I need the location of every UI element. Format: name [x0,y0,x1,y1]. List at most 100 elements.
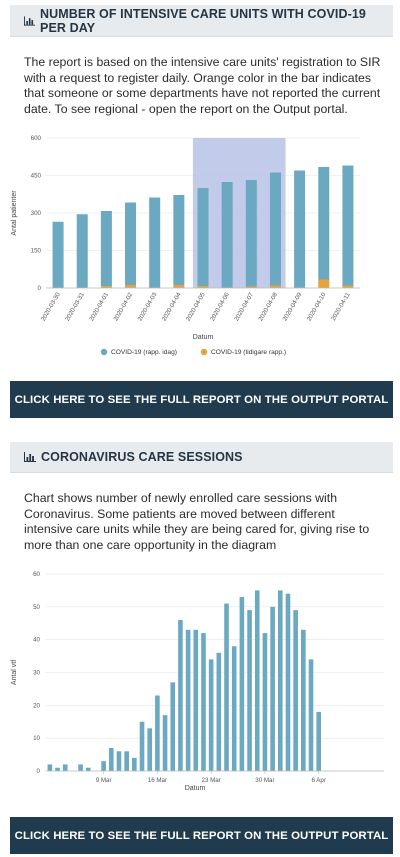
bar-care-sessions [293,610,298,771]
bar-care-sessions [170,682,176,771]
legend-label: COVID-19 (tidigare rapp.) [211,349,286,356]
bar-reported-earlier [100,286,112,288]
bar-reported-earlier [197,286,209,288]
legend-swatch [200,348,208,356]
bar-care-sessions [262,633,268,771]
bar-care-sessions [162,715,168,771]
description-care-sessions: Chart shows number of newly enrolled car… [24,491,370,552]
bar-chart-icon [24,15,36,26]
bar-care-sessions [62,764,68,771]
bar-reported-today [52,221,64,288]
bar-care-sessions [132,757,137,771]
x-tick-label: 9 Mar [96,777,112,784]
bar-care-sessions [155,695,160,771]
bar-reported-today [221,182,233,288]
y-tick-label: 20 [33,702,40,709]
bar-reported-today [342,165,354,286]
x-tick-label: 2020-04-06 [209,291,231,322]
bar-care-sessions [247,610,252,771]
full-report-button-icu[interactable]: CLICK HERE TO SEE THE FULL REPORT ON THE… [10,381,393,418]
bar-care-sessions [55,767,60,771]
care-sessions-bar-chart: 0 10 20 30 40 50 60 9 Mar 16 Mar 23 Mar 30 Mar 6 Ap… [11,571,384,792]
bar-care-sessions [85,767,91,771]
bar-care-sessions [116,751,122,771]
x-tick-label: 23 Mar [202,777,221,784]
bar-reported-today [294,170,306,288]
x-tick-label: 6 Apr [311,777,325,784]
bar-reported-earlier [125,285,137,288]
bar-reported-earlier [342,285,354,288]
section-title-care-sessions: CORONAVIRUS CARE SESSIONS [41,450,243,464]
bar-reported-today [100,211,112,286]
x-tick-label: 2020-04-09 [281,291,303,322]
bar-reported-today [149,197,161,288]
bar-care-sessions [201,633,206,771]
bar-care-sessions [185,629,191,771]
bar-reported-earlier [173,285,185,288]
bar-chart-icon [24,452,36,462]
y-tick-label: 150 [31,248,42,255]
bar-reported-today [245,180,257,287]
bar-care-sessions [308,659,314,771]
bar-reported-earlier [269,285,281,288]
legend-swatch [100,348,108,356]
x-tick-label: 2020-04-11 [330,291,352,322]
bar-reported-today [318,167,330,280]
y-tick-label: 600 [31,135,42,142]
bar-care-sessions [124,751,129,771]
bar-care-sessions [224,603,229,771]
x-tick-label: 30 Mar [255,777,274,784]
bar-care-sessions [139,721,145,771]
bar-reported-today [197,188,209,286]
x-tick-label: 2020-04-07 [233,291,255,322]
y-axis-title: Antal vtf [11,660,18,685]
y-tick-label: 50 [33,604,40,611]
x-axis-title: Datum [193,334,214,341]
x-tick-label: 2020-03-30 [40,291,62,322]
bar-care-sessions [101,761,106,771]
bar-care-sessions [108,748,114,771]
y-tick-label: 450 [31,173,42,180]
bar-care-sessions [316,711,322,771]
section-title-icu: NUMBER OF INTENSIVE CARE UNITS WITH COVI… [40,6,366,35]
bar-care-sessions [193,629,199,771]
bar-reported-today [173,195,185,285]
y-tick-label: 10 [33,735,40,742]
bar-care-sessions [231,646,237,771]
bar-care-sessions [216,652,222,771]
bar-care-sessions [277,590,283,771]
x-tick-label: 2020-04-03 [137,291,159,322]
x-tick-label: 16 Mar [148,777,167,784]
bar-care-sessions [254,590,260,771]
legend-label: COVID-19 (rapp. idag) [111,349,177,356]
bar-care-sessions [147,728,153,771]
x-tick-label: 2020-04-02 [112,291,134,322]
bar-reported-today [269,172,281,286]
bar-care-sessions [301,629,306,771]
y-tick-label: 30 [33,670,40,677]
x-tick-label: 2020-04-01 [88,291,110,322]
x-axis-title: Datum [185,785,206,792]
y-tick-label: 0 [37,768,41,775]
x-tick-label: 2020-04-05 [185,291,207,322]
bar-care-sessions [208,659,214,771]
bar-reported-earlier [245,286,257,288]
bar-reported-earlier [318,279,330,288]
bar-care-sessions [285,593,291,771]
x-tick-label: 2020-04-10 [306,291,328,322]
section-header-icu: NUMBER OF INTENSIVE CARE UNITS WITH COVI… [10,5,393,37]
y-tick-label: 300 [31,210,42,217]
x-tick-label: 2020-04-08 [257,291,279,322]
full-report-button-care-sessions[interactable]: CLICK HERE TO SEE THE FULL REPORT ON THE… [10,817,393,854]
y-tick-label: 40 [33,637,40,644]
y-tick-label: 60 [33,571,40,578]
bar-care-sessions [239,596,245,771]
x-tick-label: 2020-04-04 [161,291,183,322]
bar-care-sessions [47,764,53,771]
bar-care-sessions [270,606,275,771]
bar-reported-today [76,214,88,288]
bar-reported-today [125,202,137,285]
x-tick-label: 2020-03-31 [64,291,86,322]
description-icu: The report is based on the intensive car… [24,55,381,116]
